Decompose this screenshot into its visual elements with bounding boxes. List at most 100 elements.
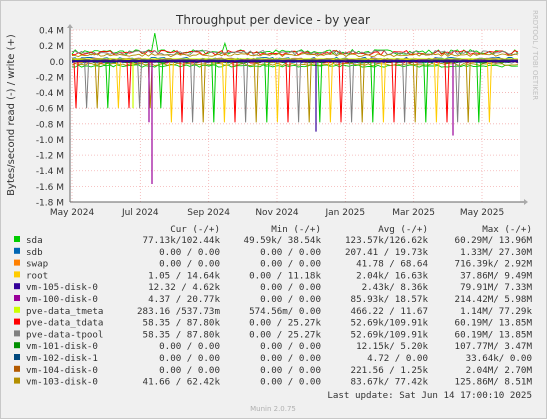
y-tick-label: -1.6 M [36, 183, 64, 193]
legend-max: 2.04M/ 2.70M [466, 365, 533, 376]
read-spike [359, 61, 365, 123]
legend-max: 107.77M/ 3.47M [455, 341, 533, 352]
legend-name: vm-102-disk-1 [26, 353, 98, 364]
read-spike [232, 61, 238, 123]
x-tick-label: Mar 2025 [392, 208, 435, 218]
legend-cur: 58.35 / 87.80k [143, 318, 221, 329]
legend-cur: 12.32 / 4.62k [148, 282, 220, 293]
read-spike [412, 61, 418, 123]
y-ticks: 0.4 M 0.2 M 0.0 -0.2 M -0.4 M -0.6 M -0.8 M -1.… [36, 27, 64, 209]
legend-min: 0.00 / 0.00 [260, 247, 321, 258]
read-spike [158, 61, 164, 109]
watermark: RRDTOOL / TOBI OETIKER [531, 10, 539, 100]
legend-swatch [14, 236, 20, 242]
legend-avg: 2.43k/ 8.36k [362, 282, 429, 293]
legend-swatch [14, 377, 20, 384]
legend-cur: 0.00 / 0.00 [159, 365, 220, 376]
read-spike [327, 61, 333, 123]
read-spike [402, 61, 408, 123]
legend-min: 0.00 / 25.27k [249, 329, 321, 340]
legend: Cur (-/+) Min (-/+) Avg (-/+) Max (-/+) … [14, 224, 532, 388]
legend-max: 33.64k/ 0.00 [466, 353, 532, 364]
legend-avg: 2.04k/ 16.63k [356, 270, 428, 281]
x-tick-label: May 2024 [50, 208, 95, 218]
legend-min: 0.00 / 0.00 [260, 282, 321, 293]
legend-name: vm-100-disk-0 [26, 294, 98, 305]
legend-swatch [14, 330, 20, 337]
legend-row-swap: swap 0.00 / 0.00 0.00 / 0.00 41.78 / 68.64 7… [14, 259, 532, 270]
munin-version: Munin 2.0.75 [250, 405, 296, 413]
legend-swatch [14, 247, 20, 254]
legend-avg: 4.72 / 0.00 [367, 353, 428, 364]
legend-row-root: root 1.05 / 14.64k 0.00 / 11.18k 2.04k/ 16.… [14, 270, 532, 281]
legend-max: 37.86M/ 9.49M [460, 270, 532, 281]
legend-max: 1.33M/ 27.30M [460, 247, 532, 258]
legend-swatch [14, 295, 20, 301]
series-line-read-sda [71, 64, 519, 68]
legend-name: sda [26, 235, 43, 246]
read-spike [264, 61, 270, 123]
read-spike [338, 61, 344, 123]
chart-title: Throughput per device - by year [175, 13, 370, 27]
legend-min: 0.00 / 0.00 [260, 377, 321, 388]
legend-max: 60.29M/ 13.96M [455, 235, 533, 246]
y-tick-label: 0.0 [50, 58, 65, 68]
legend-swatch [14, 365, 20, 372]
legend-name: pve-data_tmeta [26, 306, 103, 317]
legend-header-min: Min (-/+) [271, 224, 321, 235]
y-tick-label: -1.0 M [36, 136, 64, 146]
series-line-write-pve-data_tdata [71, 49, 519, 56]
y-axis-arrow [67, 24, 73, 28]
read-spike [84, 61, 90, 109]
read-spike [317, 61, 323, 123]
legend-header-avg: Avg (-/+) [378, 224, 428, 235]
y-tick-label: 0.2 M [39, 42, 64, 52]
read-spike [444, 61, 450, 123]
read-spike [179, 61, 185, 123]
legend-cur: 283.16 /537.73m [137, 306, 220, 317]
legend-swatch [14, 283, 20, 290]
legend-row-vm-102-disk-1: vm-102-disk-1 0.00 / 0.00 0.00 / 0.00 4.72 … [14, 353, 532, 364]
legend-max: 1.14M/ 77.29k [460, 306, 532, 317]
legend-name: pve-data-tpool [26, 329, 103, 340]
legend-row-sda: sda 77.13k/102.44k 49.59k/ 38.54k 123.57k/1… [14, 235, 532, 246]
legend-name: swap [26, 259, 48, 270]
legend-min: 0.00 / 25.27k [249, 318, 321, 329]
read-spike [168, 61, 174, 123]
legend-swatch [14, 306, 20, 313]
legend-cur: 0.00 / 0.00 [159, 341, 220, 352]
read-spike [253, 61, 259, 123]
series-line-write-vm-103-disk-0 [71, 52, 519, 58]
legend-max: 716.39k/ 2.92M [455, 259, 533, 270]
legend-max: 60.19M/ 13.85M [455, 329, 533, 340]
legend-swatch [14, 271, 20, 278]
read-spike [73, 61, 79, 109]
read-spike [476, 61, 482, 123]
legend-name: vm-101-disk-0 [26, 341, 98, 352]
legend-avg: 52.69k/109.91k [351, 329, 429, 340]
y-tick-label: -1.8 M [36, 199, 64, 209]
read-spike [243, 61, 249, 123]
read-spike [370, 61, 376, 123]
y-tick-label: -1.4 M [36, 167, 64, 177]
legend-min: 0.00 / 0.00 [260, 365, 321, 376]
legend-cur: 58.35 / 87.80k [143, 329, 221, 340]
legend-avg: 466.22 / 11.67 [351, 306, 428, 317]
legend-avg: 41.78 / 68.64 [356, 259, 428, 270]
y-tick-label: -0.2 M [36, 73, 64, 83]
legend-max: 125.86M/ 8.51M [455, 377, 533, 388]
read-spike [455, 61, 461, 123]
x-tick-label: Jan 2025 [325, 208, 366, 218]
legend-row-vm-104-disk-0: vm-104-disk-0 0.00 / 0.00 0.00 / 0.00 221.5… [14, 365, 532, 376]
read-spike [221, 61, 227, 123]
legend-row-sdb: sdb 0.00 / 0.00 0.00 / 0.00 207.41 / 19.73k… [14, 247, 532, 258]
legend-row-pve-data_tmeta: pve-data_tmeta 283.16 /537.73m 574.56m/ 0.… [14, 306, 532, 317]
legend-name: vm-103-disk-0 [26, 377, 98, 388]
read-spike [115, 61, 121, 109]
legend-min: 0.00 / 0.00 [260, 294, 321, 305]
legend-avg: 123.57k/126.62k [345, 235, 428, 246]
series-lines [71, 33, 519, 185]
read-spike [137, 61, 143, 109]
legend-row-vm-100-disk-0: vm-100-disk-0 4.37 / 20.77k 0.00 / 0.00 85.… [14, 294, 532, 305]
